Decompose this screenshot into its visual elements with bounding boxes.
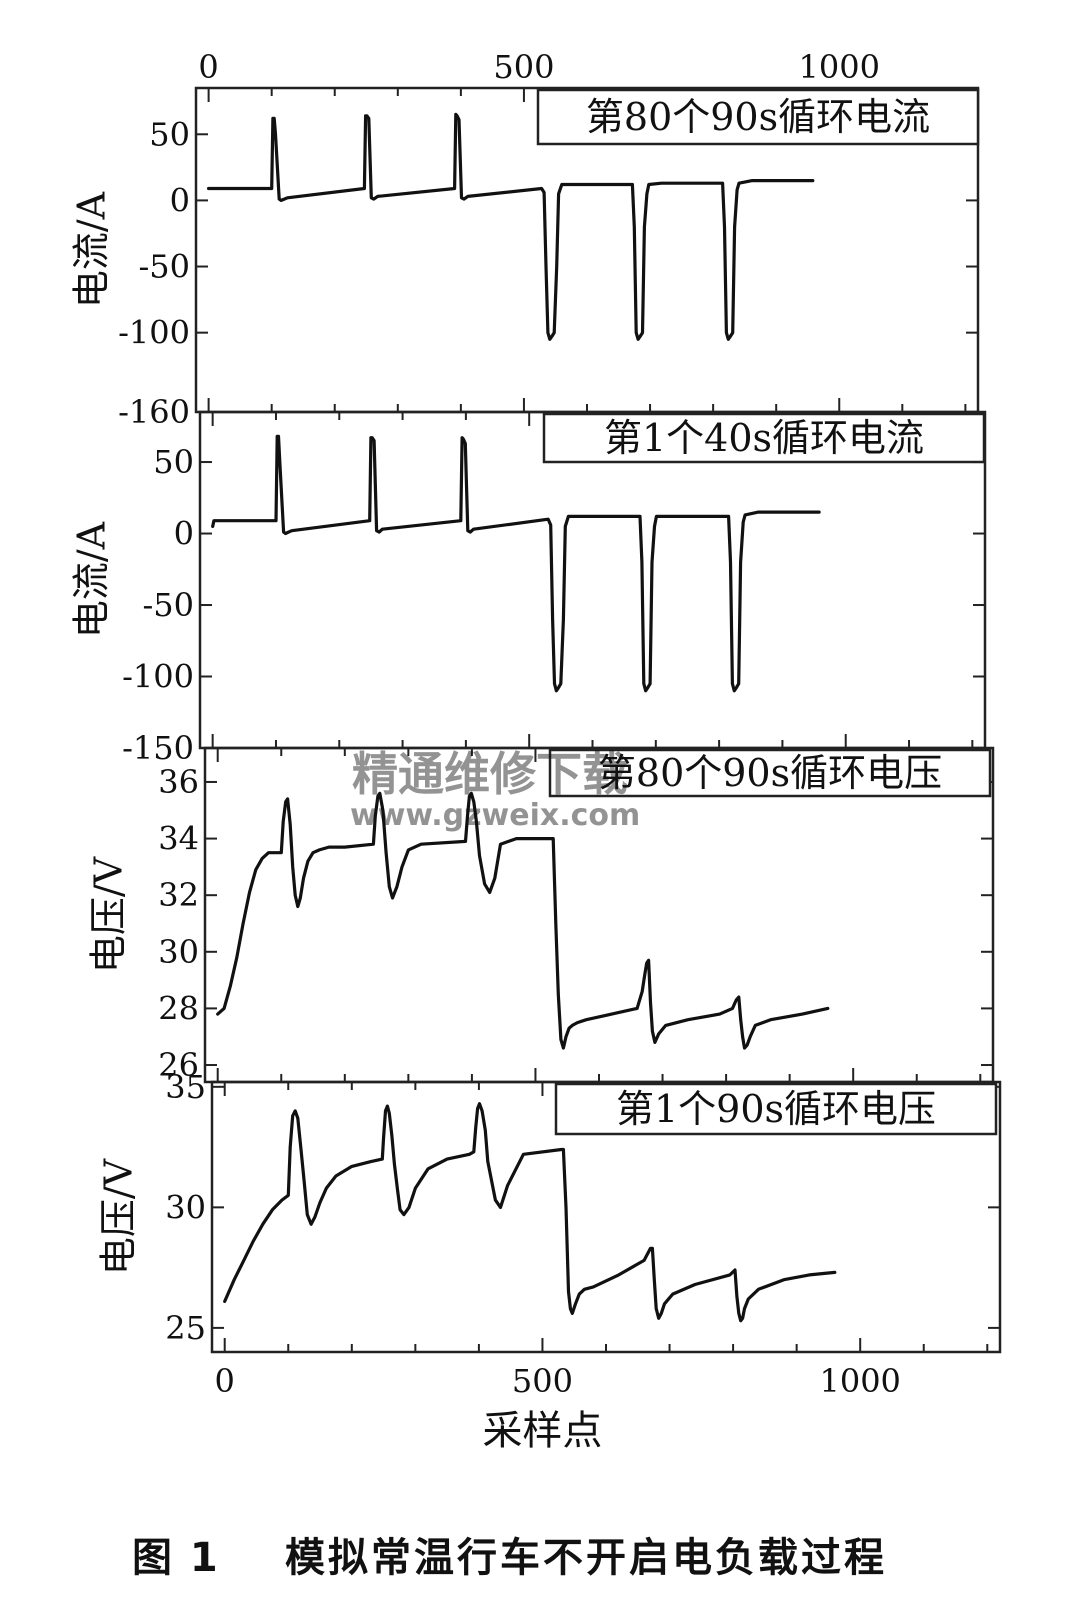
figure-number: 图 1 <box>132 1535 220 1581</box>
chart-panel-2: 50 0 -50 -100 -150 电流/A 第1个40s循环电流 <box>70 410 987 767</box>
series-line <box>223 1102 837 1323</box>
x-tick-label: 500 <box>512 1362 573 1400</box>
y-tick-label: -150 <box>122 729 194 767</box>
chart-panel-3: 36 34 32 30 28 26 电压/V 第80个90s循环电压 <box>87 746 995 1084</box>
title-box <box>542 412 986 464</box>
y-axis-label: 电压/V <box>97 1158 141 1275</box>
x-tick-label-top: 0 <box>198 48 218 86</box>
y-tick-label: -100 <box>122 658 194 696</box>
chart-title: 第1个90s循环电压 <box>616 1087 936 1131</box>
watermark-cn: 精通维修下载 <box>352 747 628 801</box>
chart-panel-4: 35 30 250 500 1000 采样点 电压/V 第1个90s循环电压 <box>97 1068 1002 1454</box>
y-tick-label: 30 <box>158 933 199 971</box>
y-axis-label: 电流/A <box>70 521 114 638</box>
y-axis-label: 电压/V <box>87 856 131 973</box>
title-box <box>536 88 980 146</box>
chart-title: 第80个90s循环电压 <box>598 751 942 795</box>
y-tick-label: 0 <box>174 515 194 553</box>
y-tick-label: 35 <box>165 1068 206 1106</box>
y-tick-label: 34 <box>158 820 199 858</box>
y-tick-label: 26 <box>158 1046 199 1084</box>
title-box <box>548 748 992 798</box>
y-tick-label: 36 <box>158 763 199 801</box>
chart-title: 第80个90s循环电流 <box>586 95 930 139</box>
watermark-url: www.gzweix.com <box>350 798 640 833</box>
y-tick-label: 50 <box>149 115 190 153</box>
y-tick-label: 0 <box>170 181 190 219</box>
x-tick-label-top: 1000 <box>799 48 880 86</box>
watermark: 精通维修下载 www.gzweix.com <box>350 747 640 833</box>
figure-title: 模拟常温行车不开启电负载过程 <box>285 1535 887 1581</box>
x-axis-label: 采样点 <box>482 1408 602 1454</box>
series-line <box>216 791 830 1050</box>
x-tick-label-top: 500 <box>493 48 554 86</box>
y-tick-label: -50 <box>138 248 190 286</box>
chart-title: 第1个40s循环电流 <box>604 416 924 460</box>
x-tick-label: 1000 <box>819 1362 900 1400</box>
y-tick-label: -160 <box>118 393 190 431</box>
figure-caption: 图 1 模拟常温行车不开启电负载过程 <box>0 1525 1074 1595</box>
y-tick-label: -100 <box>118 314 190 352</box>
y-tick-label: 32 <box>158 876 199 914</box>
y-tick-label: 30 <box>165 1188 206 1226</box>
series-line <box>211 434 821 693</box>
series-line <box>207 112 815 341</box>
y-tick-label: -50 <box>142 586 194 624</box>
y-tick-label: 50 <box>153 443 194 481</box>
y-axis-label: 电流/A <box>70 191 114 308</box>
x-tick-label: 0 <box>215 1362 235 1400</box>
y-tick-label: 28 <box>158 989 199 1027</box>
y-tick-label: 25 <box>165 1309 206 1347</box>
title-box <box>554 1082 998 1136</box>
